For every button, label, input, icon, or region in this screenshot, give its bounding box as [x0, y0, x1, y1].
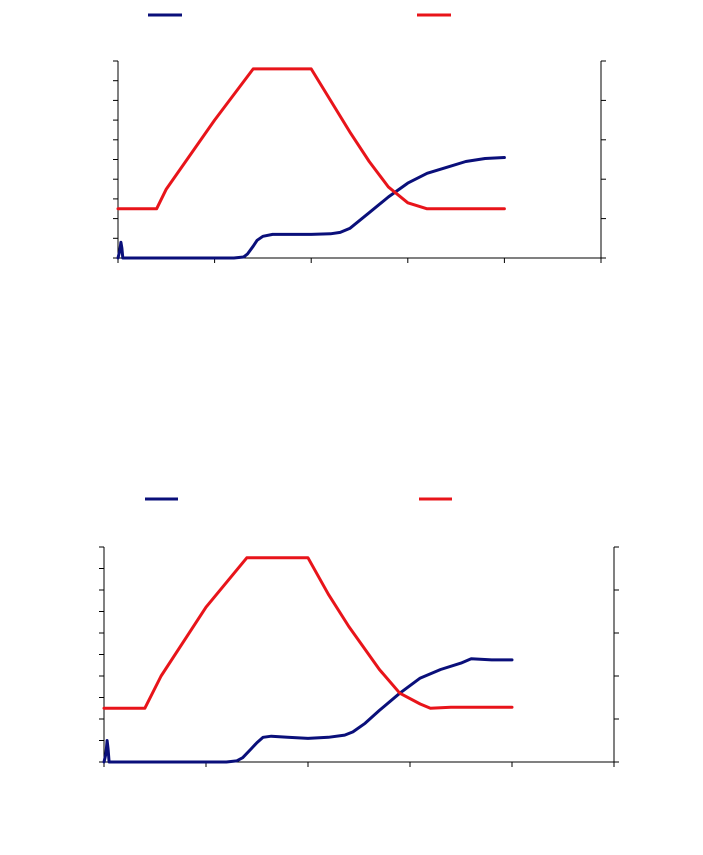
series-line-1: [102, 657, 514, 764]
series-line-2: [116, 67, 506, 211]
series-line-1: [116, 156, 506, 260]
chart-bottom: [99, 497, 619, 767]
chart-top: [113, 13, 606, 263]
series-line-2: [102, 556, 514, 710]
